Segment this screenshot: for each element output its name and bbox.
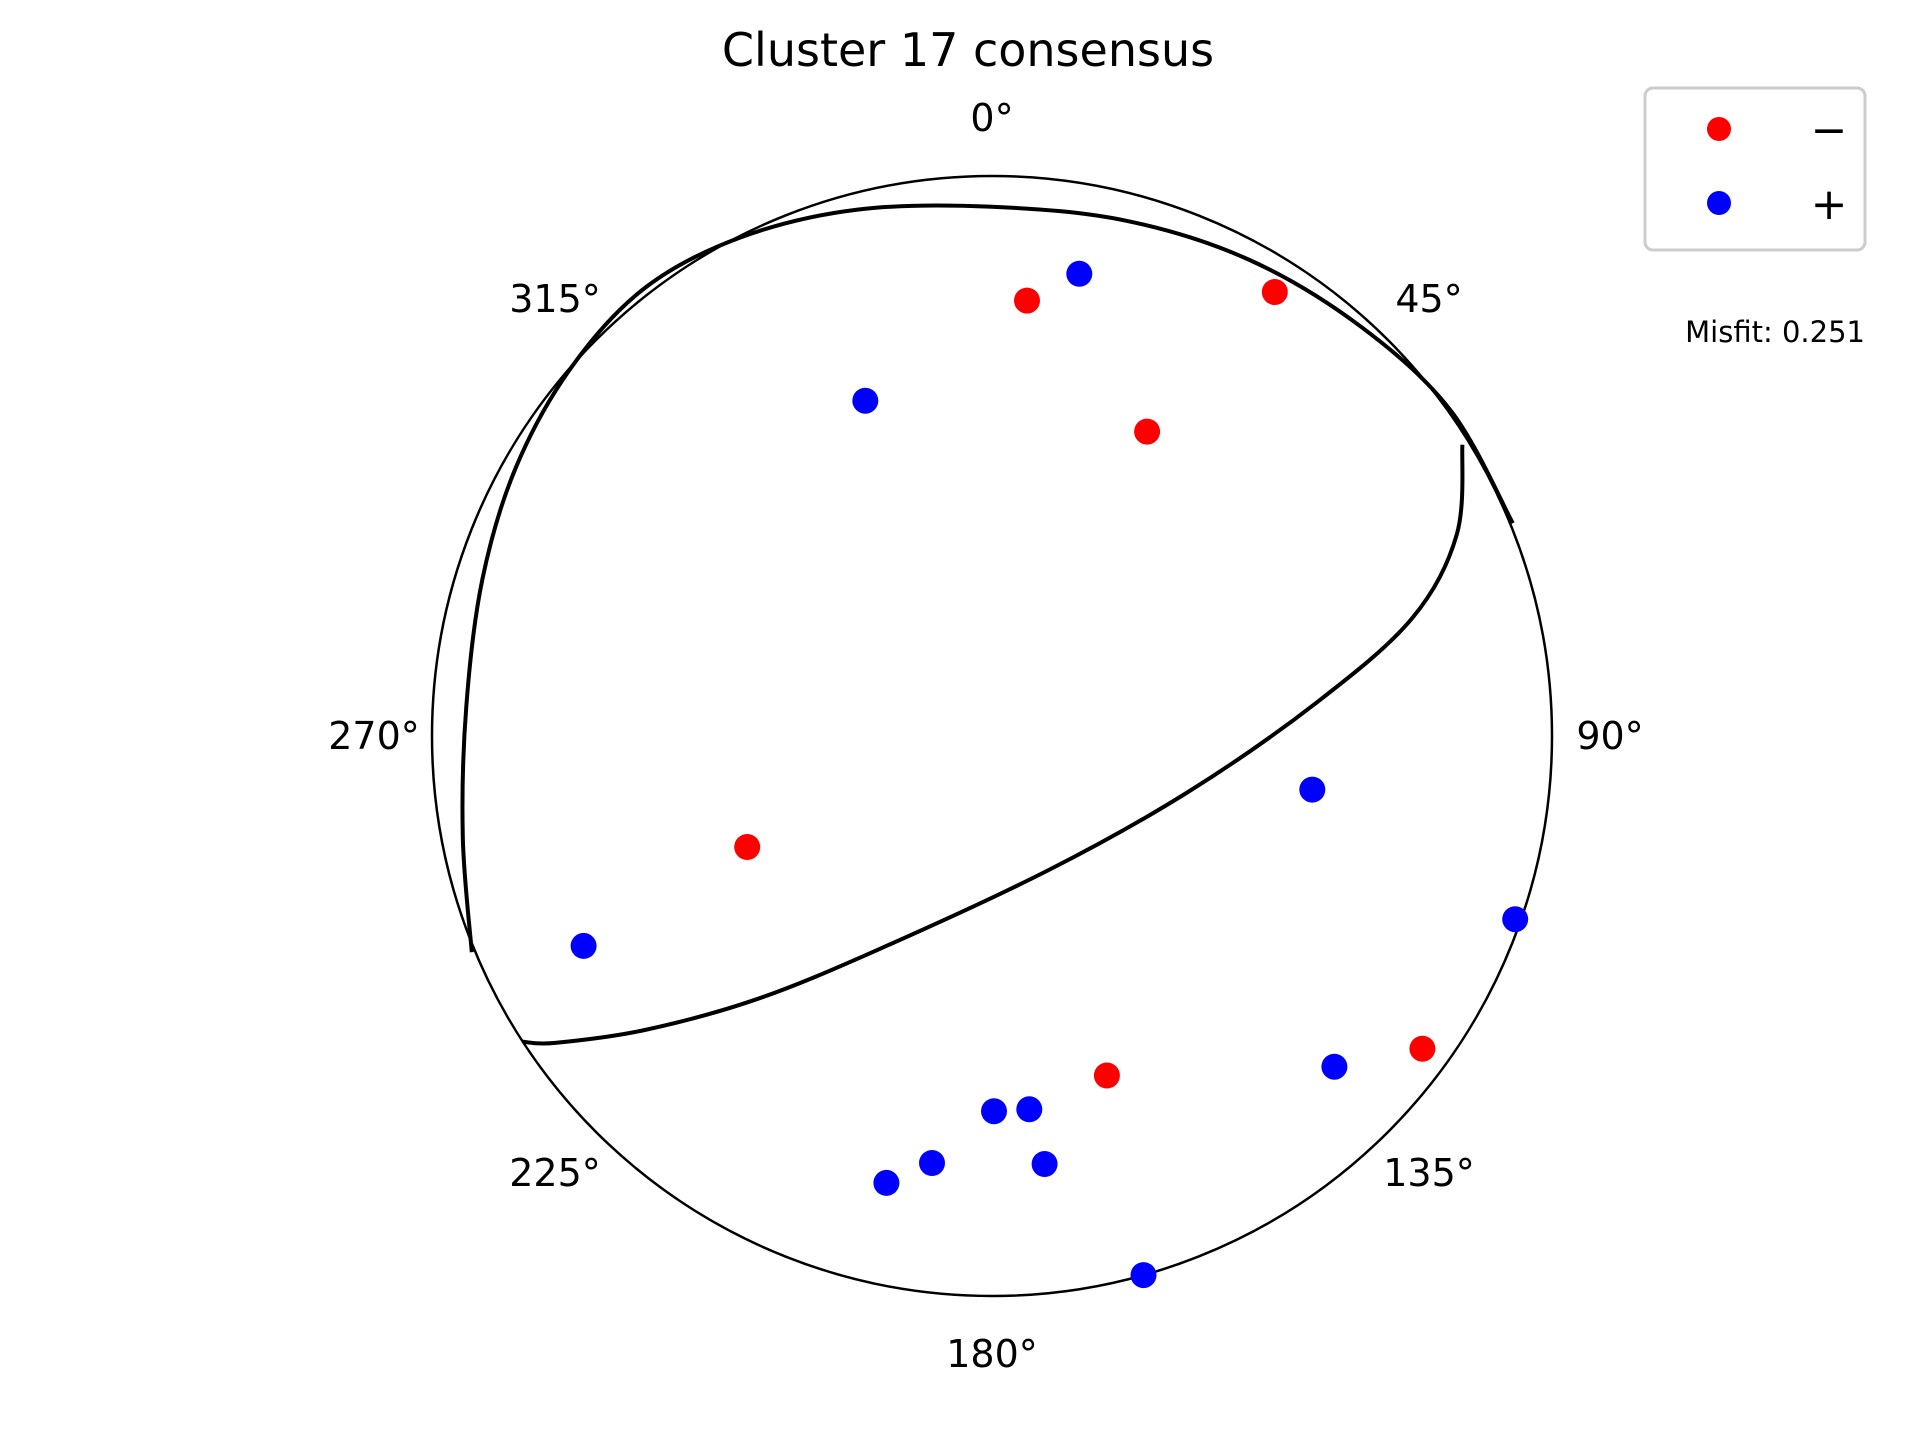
azimuth-label-0: 0° <box>970 96 1013 140</box>
negative-point-5 <box>1093 1062 1120 1089</box>
positive-point-9 <box>919 1150 945 1176</box>
azimuth-labels: 0° 45° 90° 135° 180° 225° 270° 315° <box>328 96 1643 1376</box>
positive-point-11 <box>1130 1262 1157 1289</box>
nodal-plane-2 <box>522 444 1465 1046</box>
legend-marker-positive <box>1707 191 1731 215</box>
legend: − + <box>1643 86 1867 252</box>
positive-point-4 <box>570 932 597 959</box>
positive-point-1 <box>852 387 879 414</box>
chart-title: Cluster 17 consensus <box>722 23 1214 77</box>
azimuth-label-270: 270° <box>328 714 420 758</box>
positive-point-6 <box>981 1098 1007 1125</box>
negative-point-0 <box>1014 287 1040 314</box>
nodal-planes <box>460 203 1515 1046</box>
azimuth-label-45: 45° <box>1395 277 1462 321</box>
misfit-label: Misfit: 0.251 <box>1685 315 1865 349</box>
legend-label-positive: + <box>1811 179 1848 230</box>
legend-marker-negative <box>1707 117 1731 141</box>
positive-point-5 <box>1321 1053 1348 1080</box>
stereonet-outline <box>430 174 1554 1298</box>
legend-label-negative: − <box>1811 105 1848 156</box>
nodal-plane-1 <box>460 203 1515 953</box>
positive-point-7 <box>1016 1096 1043 1123</box>
azimuth-label-90: 90° <box>1576 714 1643 758</box>
negative-point-4 <box>1409 1035 1436 1062</box>
azimuth-label-225: 225° <box>509 1151 601 1195</box>
polarity-points <box>570 260 1529 1289</box>
negative-point-3 <box>734 834 761 860</box>
negative-point-1 <box>1261 279 1288 305</box>
azimuth-label-315: 315° <box>509 277 601 321</box>
legend-frame <box>1643 86 1867 252</box>
positive-point-8 <box>1031 1151 1058 1177</box>
azimuth-label-180: 180° <box>946 1332 1038 1376</box>
positive-point-10 <box>873 1169 900 1196</box>
positive-point-2 <box>1299 776 1326 803</box>
positive-point-0 <box>1066 260 1093 287</box>
negative-point-2 <box>1134 418 1161 445</box>
azimuth-label-135: 135° <box>1383 1151 1475 1195</box>
positive-point-3 <box>1502 906 1529 933</box>
